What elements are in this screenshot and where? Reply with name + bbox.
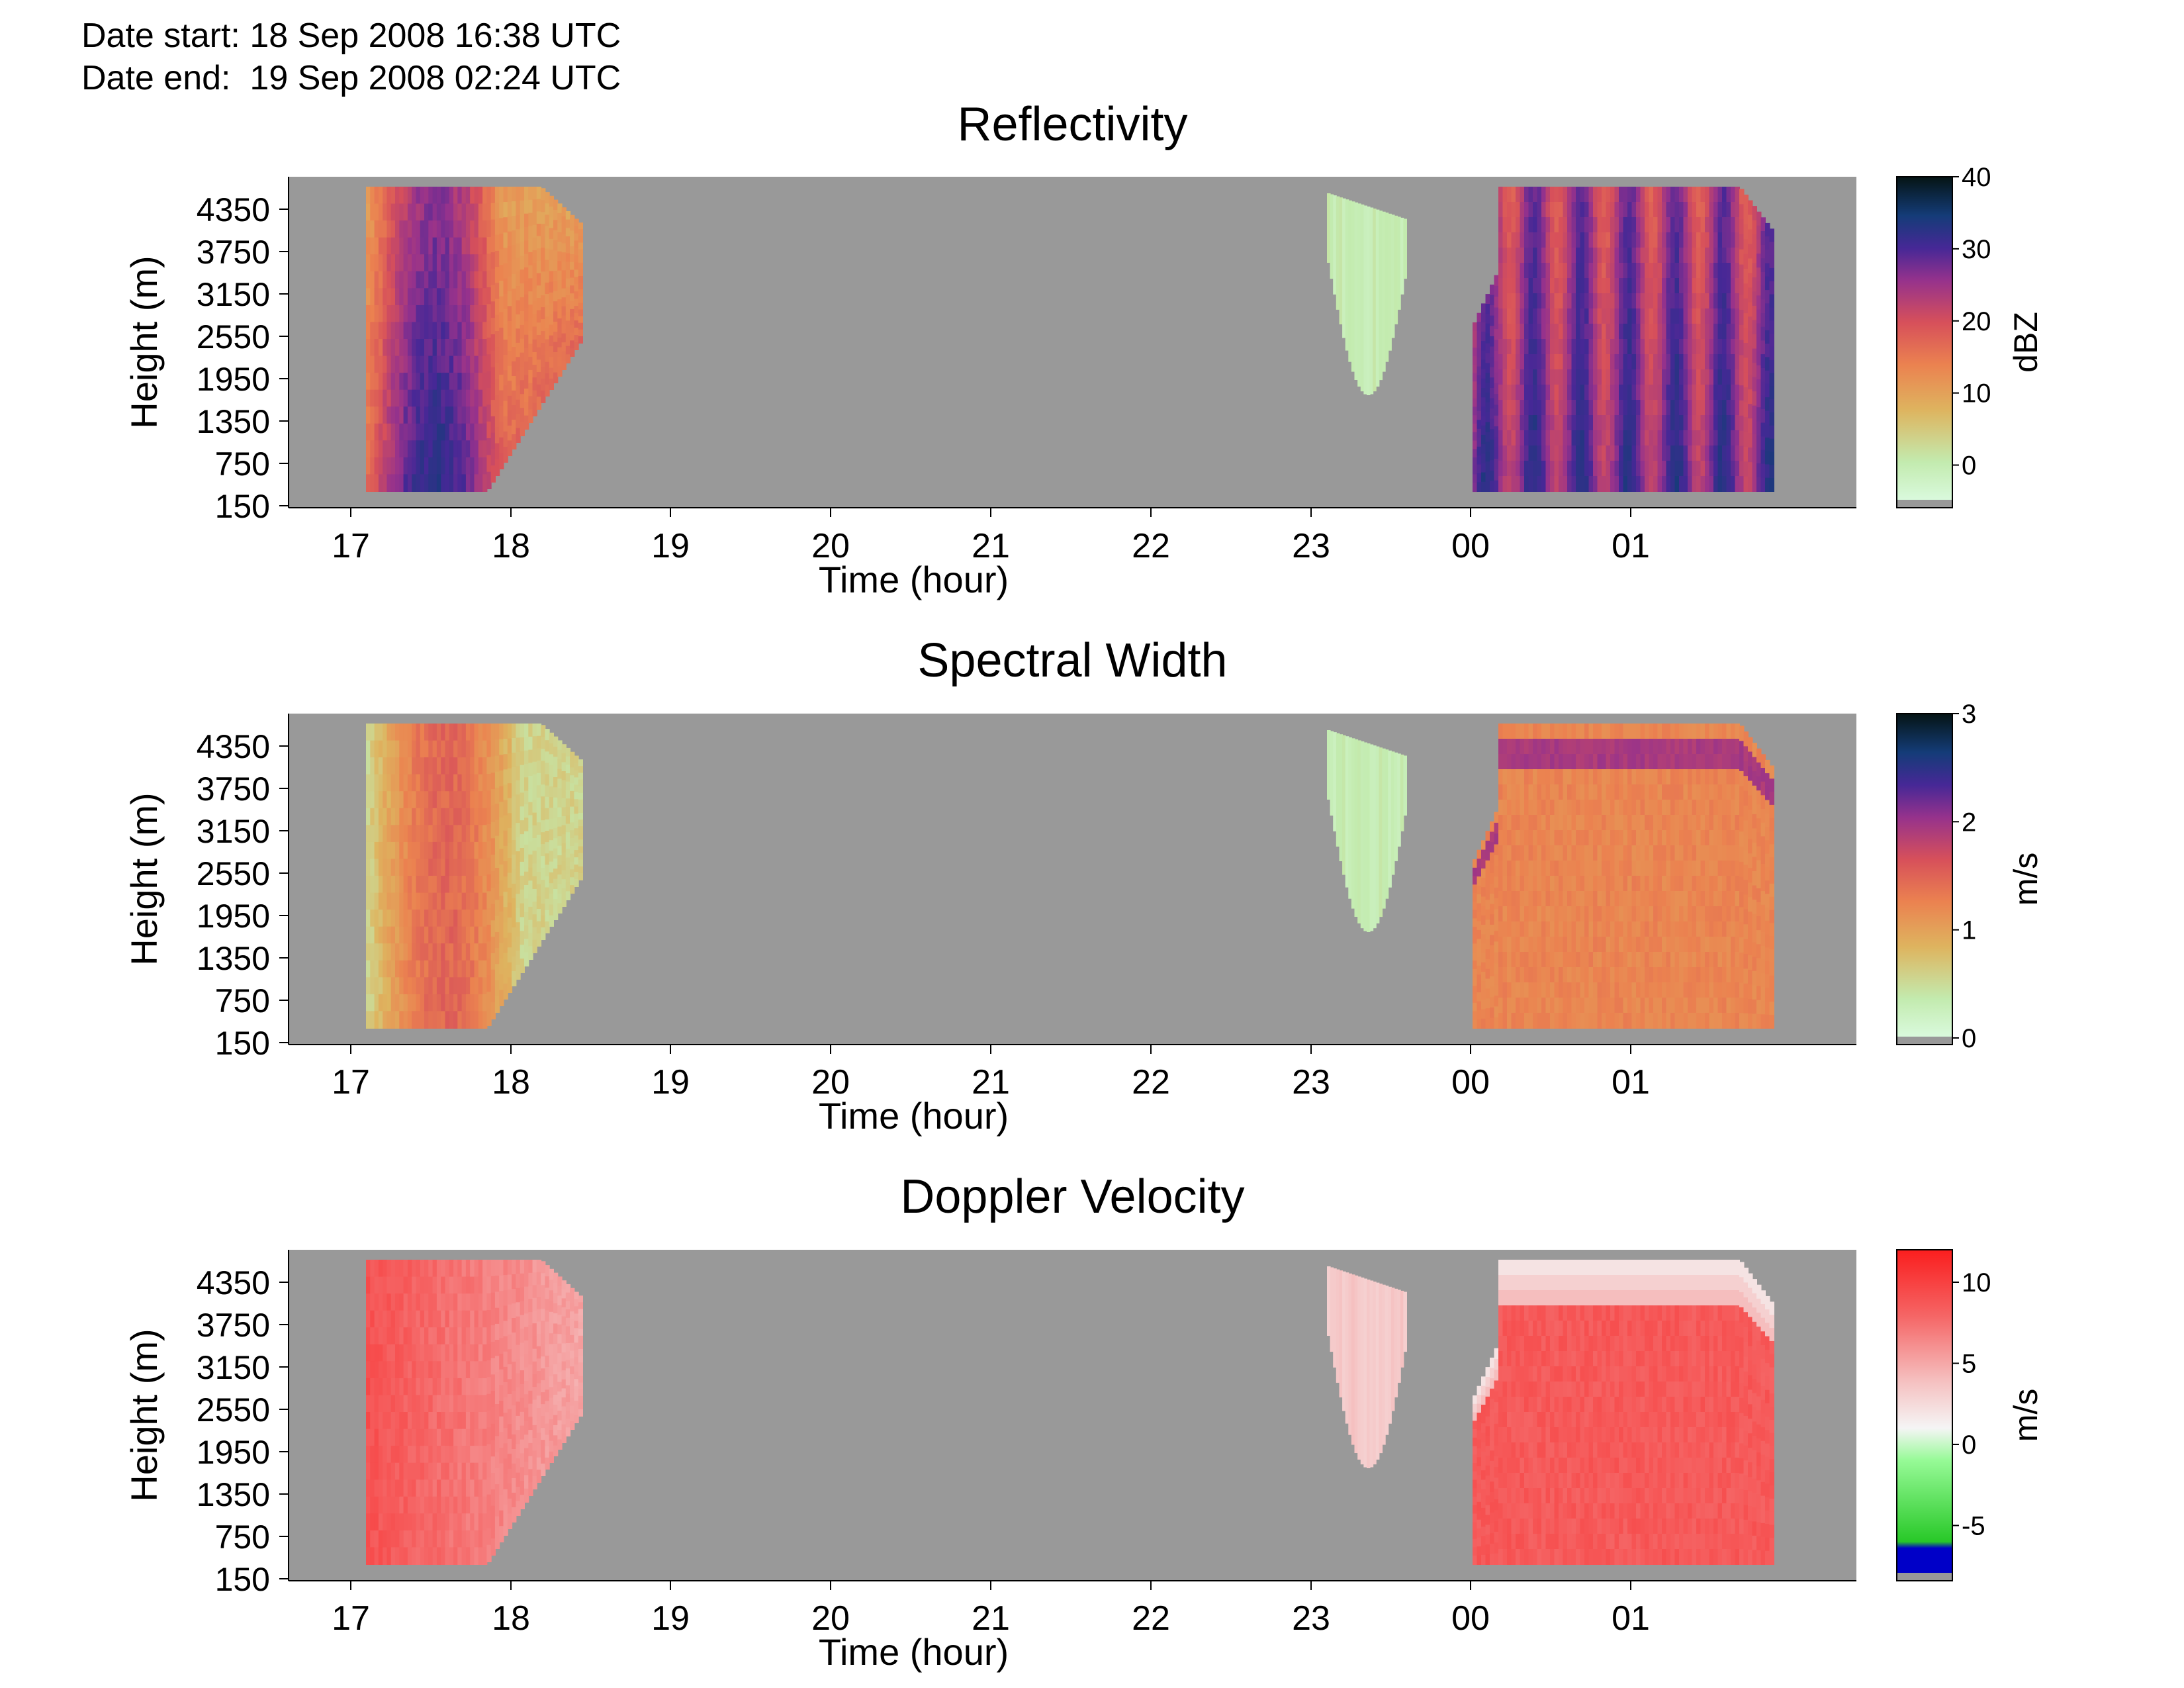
date-start-value: 18 Sep 2008 16:38 UTC bbox=[250, 17, 621, 55]
x-tick-label: 22 bbox=[1132, 1599, 1170, 1638]
x-tick-label: 22 bbox=[1132, 527, 1170, 565]
y-axis-label: Height (m) bbox=[123, 256, 165, 428]
colorbar-nodata-swatch bbox=[1897, 500, 1952, 508]
x-tick-label: 01 bbox=[1612, 527, 1650, 565]
colorbar-frame bbox=[1896, 713, 1953, 1045]
x-tick-label: 17 bbox=[332, 1599, 370, 1638]
date-end-row: Date end: 19 Sep 2008 02:24 UTC bbox=[81, 57, 621, 99]
y-tick-label: 2550 bbox=[197, 318, 270, 355]
colorbar-tick-label: 5 bbox=[1962, 1350, 1976, 1379]
colorbar-tick-label: 0 bbox=[1962, 1430, 1976, 1460]
y-tick-label: 1350 bbox=[197, 940, 270, 977]
y-tick-label: 1950 bbox=[197, 1434, 270, 1471]
x-tick-label: 00 bbox=[1451, 527, 1490, 565]
chart-title: Reflectivity bbox=[957, 98, 1187, 151]
y-tick-label: 1950 bbox=[197, 361, 270, 398]
x-tick-label: 23 bbox=[1292, 1599, 1330, 1638]
y-tick-label: 2550 bbox=[197, 855, 270, 892]
chart-title: Doppler Velocity bbox=[900, 1170, 1244, 1223]
x-tick-label: 19 bbox=[651, 527, 690, 565]
echo-layer bbox=[366, 724, 1774, 1029]
x-tick-label: 18 bbox=[492, 1063, 530, 1102]
colorbar-frame bbox=[1896, 176, 1953, 508]
colorbar-nodata-swatch bbox=[1897, 1573, 1952, 1581]
date-end-value: 19 Sep 2008 02:24 UTC bbox=[250, 59, 621, 97]
colorbar-tick-label: -5 bbox=[1962, 1512, 1985, 1541]
y-tick-label: 3150 bbox=[197, 276, 270, 313]
colorbar-label: dBZ bbox=[2007, 312, 2044, 373]
colorbar-tick-label: 0 bbox=[1962, 451, 1976, 481]
date-end-label: Date end: bbox=[81, 59, 231, 97]
y-tick-label: 150 bbox=[215, 1025, 270, 1062]
colorbar-tick-label: 30 bbox=[1962, 235, 1991, 264]
y-tick-label: 750 bbox=[215, 1519, 270, 1556]
date-start-row: Date start: 18 Sep 2008 16:38 UTC bbox=[81, 15, 621, 57]
x-tick-label: 20 bbox=[811, 527, 850, 565]
x-tick-label: 20 bbox=[811, 1599, 850, 1638]
y-tick-label: 4350 bbox=[197, 191, 270, 228]
colorbar-tick-label: 10 bbox=[1962, 379, 1991, 408]
x-tick-label: 21 bbox=[972, 1063, 1010, 1102]
x-axis-label: Time (hour) bbox=[819, 1631, 1009, 1673]
y-tick-label: 4350 bbox=[197, 1264, 270, 1301]
x-tick-label: 17 bbox=[332, 527, 370, 565]
y-tick-label: 1350 bbox=[197, 1476, 270, 1513]
x-tick-label: 23 bbox=[1292, 527, 1330, 565]
x-axis-label: Time (hour) bbox=[819, 559, 1009, 600]
colorbar-nodata-swatch bbox=[1897, 1037, 1952, 1045]
colorbar-tick-label: 20 bbox=[1962, 307, 1991, 336]
date-start-label: Date start: bbox=[81, 17, 240, 55]
y-tick-label: 3750 bbox=[197, 1307, 270, 1344]
x-tick-label: 17 bbox=[332, 1063, 370, 1102]
colorbar-tick-label: 2 bbox=[1962, 808, 1976, 837]
x-tick-label: 23 bbox=[1292, 1063, 1330, 1102]
x-tick-label: 19 bbox=[651, 1599, 690, 1638]
y-axis-label: Height (m) bbox=[123, 792, 165, 965]
colorbar-label: m/s bbox=[2007, 1389, 2044, 1442]
echo-layer bbox=[366, 1260, 1774, 1566]
y-axis-label: Height (m) bbox=[123, 1329, 165, 1501]
y-tick-label: 3150 bbox=[197, 1349, 270, 1386]
y-tick-label: 750 bbox=[215, 982, 270, 1019]
y-tick-label: 1950 bbox=[197, 898, 270, 935]
y-tick-label: 2550 bbox=[197, 1391, 270, 1429]
x-tick-label: 00 bbox=[1451, 1599, 1490, 1638]
colorbar-gradient bbox=[1897, 1250, 1952, 1574]
colorbar-tick-label: 10 bbox=[1962, 1268, 1991, 1297]
y-tick-label: 150 bbox=[215, 1561, 270, 1598]
x-tick-label: 00 bbox=[1451, 1063, 1490, 1102]
x-tick-label: 20 bbox=[811, 1063, 850, 1102]
x-tick-label: 19 bbox=[651, 1063, 690, 1102]
x-tick-label: 21 bbox=[972, 1599, 1010, 1638]
colorbar-tick-label: 0 bbox=[1962, 1024, 1976, 1053]
colorbar-gradient bbox=[1897, 177, 1952, 501]
echo-layer bbox=[366, 187, 1774, 492]
x-axis-label: Time (hour) bbox=[819, 1095, 1009, 1137]
x-tick-label: 18 bbox=[492, 527, 530, 565]
y-tick-label: 3750 bbox=[197, 234, 270, 271]
colorbar-frame bbox=[1896, 1249, 1953, 1581]
colorbar-label: m/s bbox=[2007, 853, 2044, 906]
y-tick-label: 1350 bbox=[197, 403, 270, 440]
x-tick-label: 18 bbox=[492, 1599, 530, 1638]
y-tick-label: 4350 bbox=[197, 728, 270, 765]
chart-panel-2: Spectral Width 150 750 1350 1950 2550 3150 3750… bbox=[123, 634, 2044, 1137]
date-range-header: Date start: 18 Sep 2008 16:38 UTC Date e… bbox=[81, 15, 621, 99]
colorbar-tick-label: 40 bbox=[1962, 163, 1991, 192]
x-tick-label: 21 bbox=[972, 527, 1010, 565]
x-tick-label: 22 bbox=[1132, 1063, 1170, 1102]
y-tick-label: 3150 bbox=[197, 813, 270, 850]
y-tick-label: 150 bbox=[215, 488, 270, 525]
chart-title: Spectral Width bbox=[917, 634, 1227, 687]
chart-panel-1: Reflectivity 150 750 1350 1950 2550 3150 3750 43… bbox=[123, 98, 2044, 600]
colorbar-tick-label: 1 bbox=[1962, 916, 1976, 945]
colorbar-gradient bbox=[1897, 714, 1952, 1038]
colorbar-tick-label: 3 bbox=[1962, 700, 1976, 729]
y-tick-label: 750 bbox=[215, 445, 270, 483]
y-tick-label: 3750 bbox=[197, 771, 270, 808]
x-tick-label: 01 bbox=[1612, 1063, 1650, 1102]
x-tick-label: 01 bbox=[1612, 1599, 1650, 1638]
chart-panel-3: Doppler Velocity150750135019502550315037… bbox=[123, 1170, 2044, 1673]
